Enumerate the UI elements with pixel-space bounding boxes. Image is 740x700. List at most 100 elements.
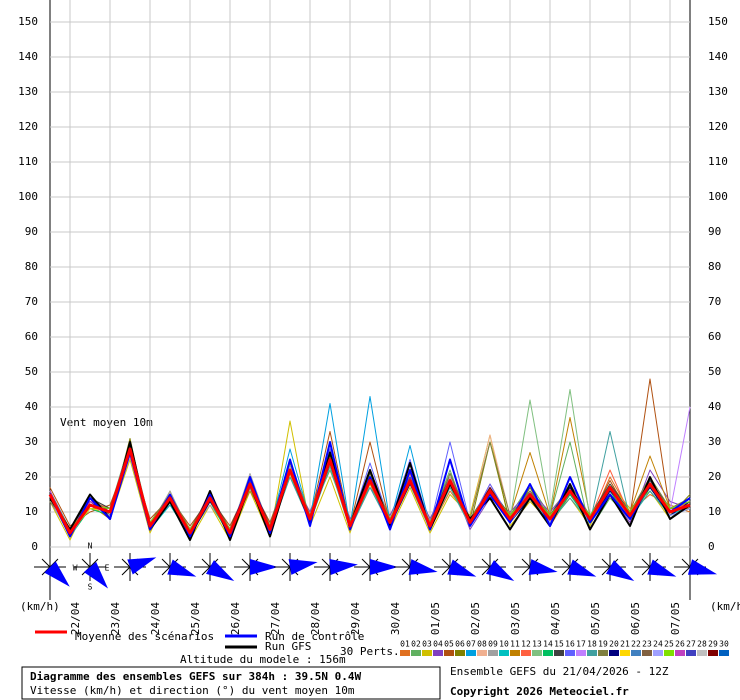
- legend-swatch: [400, 650, 410, 656]
- x-tick-label: 28/04: [309, 602, 322, 635]
- y-tick-label-right: 150: [708, 15, 728, 28]
- compass-label: W: [73, 564, 78, 573]
- y-tick-label-right: 120: [708, 120, 728, 133]
- legend-label: 20: [609, 640, 619, 649]
- y-tick-label-right: 70: [708, 295, 721, 308]
- chart-subtitle: Vitesse (km/h) et direction (°) du vent …: [30, 684, 355, 697]
- altitude: Altitude du modele : 156m: [180, 653, 346, 666]
- legend-swatch: [444, 650, 454, 656]
- legend-label: 03: [422, 640, 432, 649]
- legend-swatch: [653, 650, 663, 656]
- y-tick-label: 110: [18, 155, 38, 168]
- legend-swatch: [554, 650, 564, 656]
- y-tick-label: 60: [25, 330, 38, 343]
- legend-swatch: [598, 650, 608, 656]
- y-tick-label: 90: [25, 225, 38, 238]
- legend-label: 09: [488, 640, 498, 649]
- x-tick-label: 02/05: [469, 602, 482, 635]
- y-tick-label-right: 30: [708, 435, 721, 448]
- legend-label: 29: [708, 640, 718, 649]
- y-tick-label: 130: [18, 85, 38, 98]
- legend-swatch: [422, 650, 432, 656]
- wind-direction: [44, 561, 70, 587]
- wind-direction: [250, 559, 278, 575]
- legend-label: 04: [433, 640, 443, 649]
- series-line: [48, 447, 691, 535]
- compass-label: S: [88, 583, 93, 592]
- legend-label: 01: [400, 640, 410, 649]
- wind-direction: [447, 559, 477, 577]
- y-tick-label-right: 140: [708, 50, 728, 63]
- y-tick-label: 0: [31, 540, 38, 553]
- legend-label: 13: [532, 640, 542, 649]
- x-tick-label: 03/05: [509, 602, 522, 635]
- y-tick-label: 150: [18, 15, 38, 28]
- legend-label: 15: [554, 640, 564, 649]
- y-tick-label: 120: [18, 120, 38, 133]
- y-tick-label: 100: [18, 190, 38, 203]
- legend-label: 18: [587, 640, 597, 649]
- y-tick-label: 70: [25, 295, 38, 308]
- legend-swatch: [642, 650, 652, 656]
- legend-label: 28: [697, 640, 707, 649]
- x-tick-label: 05/05: [589, 602, 602, 635]
- wind-direction: [687, 559, 718, 575]
- legend-swatch: [477, 650, 487, 656]
- y-tick-label-right: 80: [708, 260, 721, 273]
- y-tick-label-right: 130: [708, 85, 728, 98]
- series-line: [49, 441, 691, 541]
- x-tick-label: 27/04: [269, 602, 282, 635]
- wind-direction: [528, 559, 558, 575]
- x-tick-label: 29/04: [349, 602, 362, 635]
- legend-label: 11: [510, 640, 520, 649]
- legend-label: Run de contrôle: [265, 630, 364, 643]
- legend-label: 26: [675, 640, 685, 649]
- wind-direction: [288, 559, 318, 575]
- legend-swatch: [510, 650, 520, 656]
- run-label: Ensemble GEFS du 21/04/2026 - 12Z: [450, 665, 669, 678]
- legend-label: 02: [411, 640, 421, 649]
- legend-label: 06: [455, 640, 465, 649]
- wind-direction: [606, 560, 635, 581]
- legend-swatch: [532, 650, 542, 656]
- legend-label: 30: [719, 640, 729, 649]
- y-tick-label-right: 0: [708, 540, 715, 553]
- legend-swatch: [521, 650, 531, 656]
- legend-swatch: [543, 650, 553, 656]
- compass-label: E: [105, 564, 110, 573]
- x-tick-label: 30/04: [389, 602, 402, 635]
- legend-label: 16: [565, 640, 575, 649]
- wind-direction: [408, 559, 438, 575]
- legend-swatch: [565, 650, 575, 656]
- legend-swatch: [631, 650, 641, 656]
- legend-label: 21: [620, 640, 630, 649]
- x-tick-label: 23/04: [109, 602, 122, 635]
- y-tick-label: 20: [25, 470, 38, 483]
- wind-direction: [83, 561, 108, 589]
- x-tick-label: 04/05: [549, 602, 562, 635]
- legend-swatch: [708, 650, 718, 656]
- title-box: [21, 666, 441, 700]
- legend-label: 25: [664, 640, 674, 649]
- legend-swatch: [719, 650, 729, 656]
- y-tick-label: 30: [25, 435, 38, 448]
- y-tick-label: 140: [18, 50, 38, 63]
- y-tick-label-right: 110: [708, 155, 728, 168]
- y-tick-label: 50: [25, 365, 38, 378]
- wind-direction: [167, 559, 197, 577]
- y-unit-left: (km/h): [20, 600, 60, 613]
- legend-swatch: [466, 650, 476, 656]
- legend-label: 17: [576, 640, 586, 649]
- chart-title: Diagramme des ensembles GEFS sur 384h : …: [30, 670, 362, 683]
- x-tick-label: 26/04: [229, 602, 242, 635]
- legend-label: 23: [642, 640, 652, 649]
- legend-label: 05: [444, 640, 454, 649]
- y-tick-label-right: 50: [708, 365, 721, 378]
- x-tick-label: 06/05: [629, 602, 642, 635]
- legend-swatch: [664, 650, 674, 656]
- legend-label: 08: [477, 640, 487, 649]
- legend-label: 27: [686, 640, 696, 649]
- y-unit-right: (km/h): [710, 600, 740, 613]
- x-tick-label: 24/04: [149, 602, 162, 635]
